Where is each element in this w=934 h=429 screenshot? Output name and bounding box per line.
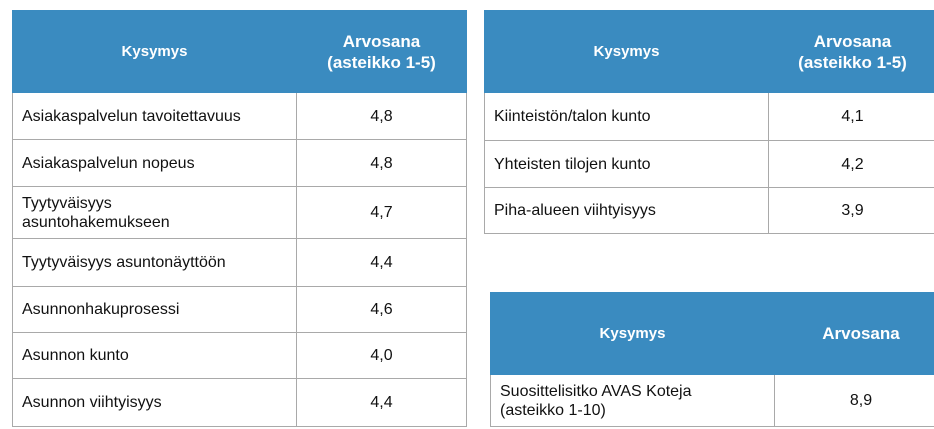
table: Kysymys Arvosana (asteikko 1-5) Kiinteistö… <box>484 10 934 234</box>
question-cell: Asunnon kunto <box>12 332 297 379</box>
table-row: Kiinteistön/talon kunto 4,1 <box>484 92 934 141</box>
question-cell: Tyytyväisyys asuntonäyttöön <box>12 238 297 287</box>
header-cell: Kysymys <box>484 10 769 93</box>
table-row: Yhteisten tilojen kunto 4,2 <box>484 140 934 188</box>
score-cell: 4,4 <box>296 238 467 287</box>
header-cell: Kysymys <box>490 292 775 375</box>
question-cell: Asiakaspalvelun nopeus <box>12 139 297 187</box>
question-cell: Suosittelisitko AVAS Koteja (asteikko 1-… <box>490 374 775 427</box>
score-cell: 4,4 <box>296 378 467 427</box>
table: Kysymys Arvosana (asteikko 1-5) Asiakaspal… <box>12 10 467 427</box>
table-row: Asunnon kunto 4,0 <box>12 332 467 379</box>
table-row: Tyytyväisyys asuntohakemukseen 4,7 <box>12 186 467 239</box>
question-cell: Asunnonhakuprosessi <box>12 286 297 333</box>
score-cell: 4,2 <box>768 140 934 188</box>
score-cell: 4,7 <box>296 186 467 239</box>
header-cell: Arvosana <box>774 292 934 375</box>
table-row: Asiakaspalvelun tavoitettavuus 4,8 <box>12 92 467 140</box>
question-cell: Asiakaspalvelun tavoitettavuus <box>12 92 297 140</box>
score-cell: 4,8 <box>296 139 467 187</box>
header-cell: Kysymys <box>12 10 297 93</box>
header-row: Kysymys Arvosana (asteikko 1-5) <box>484 10 934 93</box>
score-cell: 4,6 <box>296 286 467 333</box>
table-row: Asiakaspalvelun nopeus 4,8 <box>12 139 467 187</box>
header-cell: Arvosana (asteikko 1-5) <box>768 10 934 93</box>
score-cell: 4,0 <box>296 332 467 379</box>
score-cell: 8,9 <box>774 374 934 427</box>
table-row: Asunnon viihtyisyys 4,4 <box>12 378 467 427</box>
score-cell: 4,1 <box>768 92 934 141</box>
table: Kysymys Arvosana Suosittelisitko AVAS Kote… <box>490 292 934 427</box>
table-row: Suosittelisitko AVAS Koteja (asteikko 1-… <box>490 374 934 427</box>
score-cell: 4,8 <box>296 92 467 140</box>
question-cell: Piha-alueen viihtyisyys <box>484 187 769 234</box>
table-row: Tyytyväisyys asuntonäyttöön 4,4 <box>12 238 467 287</box>
header-row: Kysymys Arvosana (asteikko 1-5) <box>12 10 467 93</box>
question-cell: Yhteisten tilojen kunto <box>484 140 769 188</box>
header-cell: Arvosana (asteikko 1-5) <box>296 10 467 93</box>
table-row: Asunnonhakuprosessi 4,6 <box>12 286 467 333</box>
question-cell: Kiinteistön/talon kunto <box>484 92 769 141</box>
question-cell: Tyytyväisyys asuntohakemukseen <box>12 186 297 239</box>
table-row: Piha-alueen viihtyisyys 3,9 <box>484 187 934 234</box>
question-cell: Asunnon viihtyisyys <box>12 378 297 427</box>
header-row: Kysymys Arvosana <box>490 292 934 375</box>
score-cell: 3,9 <box>768 187 934 234</box>
